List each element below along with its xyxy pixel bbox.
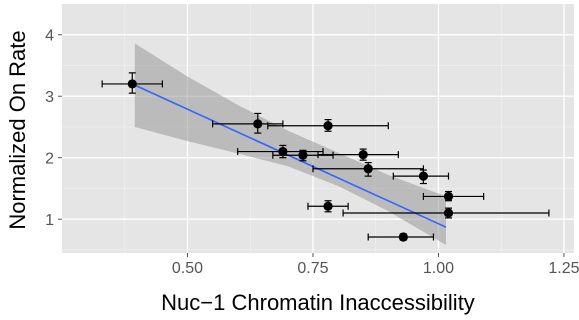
data-point <box>443 208 454 218</box>
data-point <box>398 232 408 242</box>
y-tick-label: 3 <box>45 89 54 106</box>
y-tick-label: 4 <box>45 28 54 45</box>
data-point <box>127 79 137 89</box>
x-tick-label: 1.00 <box>423 260 454 277</box>
regression-line <box>134 84 447 228</box>
data-point <box>253 119 263 129</box>
y-axis-title: Normalized On Rate <box>5 30 30 229</box>
x-tick-label: 0.50 <box>172 260 203 277</box>
data-point <box>298 150 308 160</box>
confidence-band <box>134 43 447 246</box>
x-axis-title: Nuc−1 Chromatin Inaccessibility <box>161 290 475 315</box>
data-point <box>443 191 454 202</box>
x-axis-ticks: 0.50 0.75 1.00 1.25 <box>172 253 579 277</box>
data-point <box>358 150 368 160</box>
y-tick-label: 2 <box>45 151 54 168</box>
y-tick-label: 1 <box>45 212 54 229</box>
data-point <box>323 121 333 131</box>
data-point <box>323 201 333 211</box>
data-points <box>127 79 454 242</box>
data-point <box>278 146 288 157</box>
x-tick-label: 1.25 <box>548 260 579 277</box>
data-point <box>363 164 373 174</box>
y-axis-ticks: 1 2 3 4 <box>45 28 62 229</box>
plot-panel <box>62 4 574 253</box>
data-point <box>418 171 429 181</box>
x-tick-label: 0.75 <box>297 260 328 277</box>
